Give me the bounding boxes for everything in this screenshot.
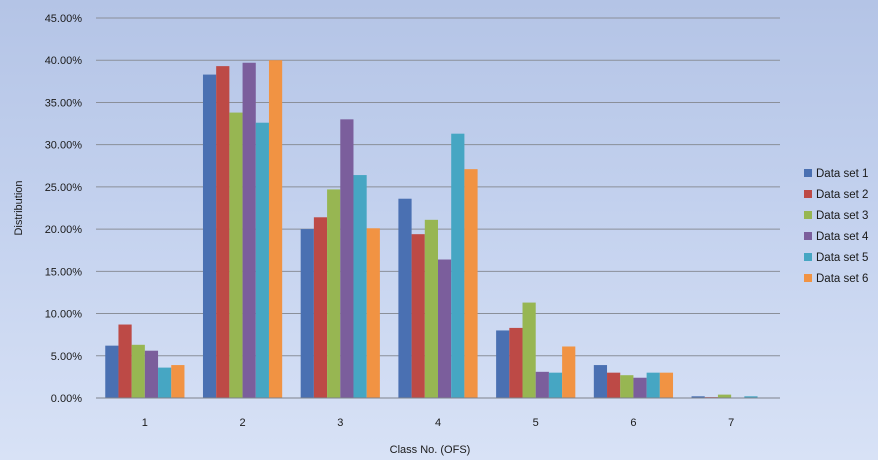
bar bbox=[268, 60, 283, 398]
legend-label: Data set 5 bbox=[816, 252, 868, 264]
bar bbox=[171, 365, 185, 398]
bar bbox=[424, 219, 438, 398]
bar bbox=[366, 228, 380, 398]
x-tick-label: 1 bbox=[142, 417, 148, 429]
legend-label: Data set 3 bbox=[816, 210, 868, 222]
y-tick-label: 10.00% bbox=[45, 309, 83, 321]
bar bbox=[144, 350, 159, 398]
y-tick-label: 5.00% bbox=[51, 351, 82, 363]
bar bbox=[522, 302, 536, 398]
x-tick-label: 4 bbox=[435, 417, 441, 429]
bar bbox=[633, 377, 647, 398]
bar bbox=[659, 372, 674, 398]
bar bbox=[562, 346, 576, 398]
bar bbox=[411, 234, 425, 398]
y-axis-ticks: 0.00% 5.00% 10.00% 15.00% 20.00% 25.00% 30.00%… bbox=[45, 13, 83, 405]
bar bbox=[398, 198, 412, 398]
y-tick-label: 40.00% bbox=[45, 55, 83, 67]
legend-swatch bbox=[804, 211, 812, 219]
y-tick-label: 35.00% bbox=[45, 97, 83, 109]
bar bbox=[451, 133, 465, 398]
bar bbox=[593, 365, 608, 398]
bar bbox=[353, 175, 367, 398]
x-tick-label: 5 bbox=[533, 417, 539, 429]
bar bbox=[438, 259, 452, 398]
y-tick-label: 0.00% bbox=[51, 393, 82, 405]
bar bbox=[105, 345, 119, 398]
bar bbox=[496, 330, 510, 398]
bar bbox=[717, 394, 732, 398]
legend-swatch bbox=[804, 169, 812, 177]
legend-swatch bbox=[804, 253, 812, 261]
bar bbox=[131, 344, 145, 398]
bar bbox=[118, 324, 132, 398]
x-axis-ticks: 1 2 3 4 5 6 7 bbox=[142, 417, 734, 429]
bar bbox=[229, 112, 243, 399]
bar bbox=[327, 189, 341, 398]
bar bbox=[255, 122, 269, 398]
bar bbox=[548, 372, 563, 398]
y-tick-label: 45.00% bbox=[45, 13, 83, 25]
y-tick-label: 15.00% bbox=[45, 266, 83, 278]
bar bbox=[691, 396, 705, 398]
bar bbox=[620, 375, 634, 398]
bar bbox=[646, 372, 660, 398]
x-tick-label: 6 bbox=[630, 417, 636, 429]
legend-swatch bbox=[804, 190, 812, 198]
bar bbox=[607, 372, 621, 398]
bar bbox=[535, 371, 549, 398]
bars bbox=[105, 60, 758, 399]
bar bbox=[300, 229, 314, 398]
y-tick-label: 25.00% bbox=[45, 182, 83, 194]
x-tick-label: 3 bbox=[337, 417, 343, 429]
legend-label: Data set 6 bbox=[816, 273, 868, 285]
x-tick-label: 7 bbox=[728, 417, 734, 429]
bar bbox=[242, 62, 256, 398]
bar bbox=[509, 327, 523, 398]
legend-label: Data set 4 bbox=[816, 231, 869, 243]
bar bbox=[202, 74, 217, 399]
bar bbox=[340, 119, 354, 398]
bar bbox=[744, 396, 758, 398]
legend-swatch bbox=[804, 232, 812, 240]
x-tick-label: 2 bbox=[240, 417, 246, 429]
bar bbox=[216, 66, 230, 398]
legend-swatch bbox=[804, 274, 812, 282]
bar bbox=[313, 217, 328, 398]
bar bbox=[158, 367, 172, 398]
y-axis-title: Distribution bbox=[13, 180, 25, 235]
bar bbox=[464, 169, 478, 398]
y-tick-label: 20.00% bbox=[45, 224, 83, 236]
x-axis-title: Class No. (OFS) bbox=[390, 444, 471, 456]
y-tick-label: 30.00% bbox=[45, 140, 83, 152]
legend: Data set 1 Data set 2 Data set 3 Data set 4… bbox=[804, 168, 869, 285]
legend-label: Data set 1 bbox=[816, 168, 868, 180]
legend-label: Data set 2 bbox=[816, 189, 868, 201]
